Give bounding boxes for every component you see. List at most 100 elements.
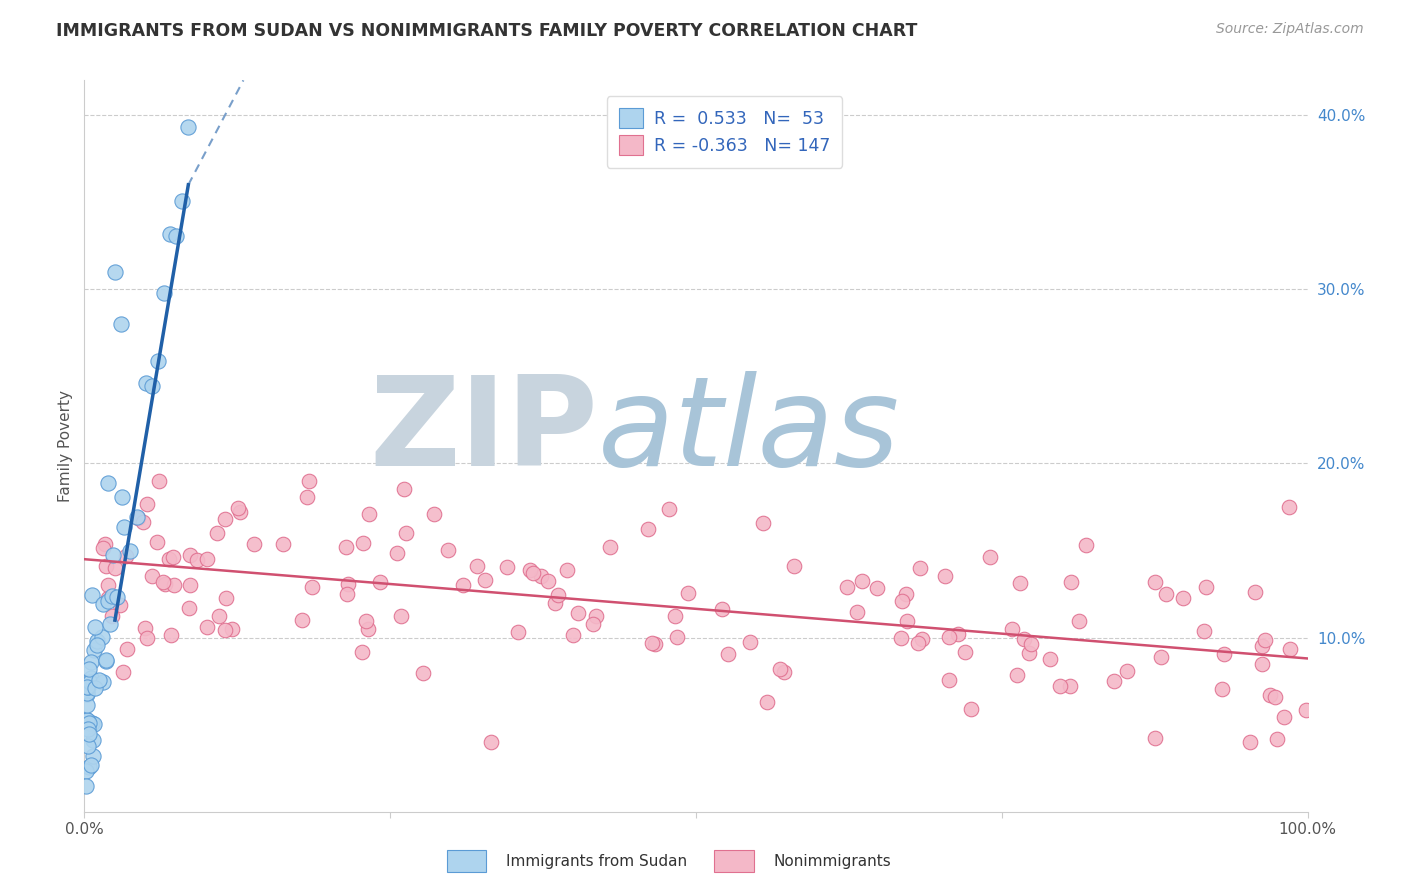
Point xyxy=(522,566,544,580)
Point xyxy=(127,510,149,524)
Point xyxy=(179,548,201,562)
Point xyxy=(1295,703,1317,717)
Point xyxy=(195,620,218,634)
Point xyxy=(301,580,323,594)
Point xyxy=(582,616,605,631)
Point xyxy=(165,228,187,243)
Point xyxy=(908,561,931,575)
Point xyxy=(105,590,128,604)
Point xyxy=(98,617,121,632)
Point xyxy=(83,717,105,731)
Point xyxy=(1279,641,1302,656)
Point xyxy=(125,509,148,524)
Point xyxy=(751,516,773,530)
Point xyxy=(474,574,496,588)
Point xyxy=(755,695,778,709)
Point xyxy=(959,701,981,715)
Point xyxy=(148,474,170,488)
Point xyxy=(665,630,688,644)
Point xyxy=(979,549,1001,564)
Point xyxy=(392,482,415,496)
Y-axis label: Family Poverty: Family Poverty xyxy=(58,390,73,502)
Point xyxy=(1264,690,1286,704)
Point xyxy=(1258,689,1281,703)
Point xyxy=(215,591,238,605)
Point xyxy=(1192,624,1215,638)
Point xyxy=(359,507,381,521)
Point xyxy=(1008,575,1031,590)
Point xyxy=(352,645,374,659)
Text: IMMIGRANTS FROM SUDAN VS NONIMMIGRANTS FAMILY POVERTY CORRELATION CHART: IMMIGRANTS FROM SUDAN VS NONIMMIGRANTS F… xyxy=(56,22,918,40)
Point xyxy=(845,605,868,619)
Point xyxy=(136,497,159,511)
Point xyxy=(77,739,100,753)
Point xyxy=(214,511,236,525)
Point xyxy=(77,727,100,741)
Point xyxy=(1195,580,1218,594)
Point xyxy=(567,607,589,621)
Text: ZIP: ZIP xyxy=(370,371,598,491)
Point xyxy=(271,537,294,551)
Point xyxy=(76,680,98,694)
Point xyxy=(479,735,502,749)
Point xyxy=(496,560,519,574)
Point xyxy=(451,578,474,592)
Point xyxy=(938,673,960,688)
Point xyxy=(1211,681,1233,696)
Point xyxy=(946,627,969,641)
Point xyxy=(1244,585,1267,599)
Point xyxy=(157,552,180,566)
Point xyxy=(76,698,98,712)
Point xyxy=(172,194,194,208)
Point xyxy=(297,491,319,505)
Text: Source: ZipAtlas.com: Source: ZipAtlas.com xyxy=(1216,22,1364,37)
Point xyxy=(506,625,529,640)
Point xyxy=(179,578,201,592)
Point xyxy=(76,686,98,700)
Point xyxy=(229,505,252,519)
Point xyxy=(851,574,873,588)
Point xyxy=(422,507,444,521)
Point xyxy=(76,688,98,702)
Point xyxy=(135,376,157,390)
Point xyxy=(1143,575,1166,590)
Point xyxy=(412,665,434,680)
Point xyxy=(1115,664,1137,678)
Point xyxy=(221,623,243,637)
Point xyxy=(110,598,132,612)
Point xyxy=(82,733,104,747)
Point xyxy=(115,642,138,657)
Point xyxy=(207,526,229,541)
Point xyxy=(644,637,666,651)
Point xyxy=(544,596,567,610)
Point xyxy=(1154,586,1177,600)
Point xyxy=(111,490,134,504)
Point xyxy=(226,500,249,515)
Point xyxy=(77,722,100,736)
Point xyxy=(97,594,120,608)
Point xyxy=(1212,648,1234,662)
Point xyxy=(658,501,681,516)
Point xyxy=(1250,639,1272,653)
Point xyxy=(717,647,740,661)
Point xyxy=(1171,591,1194,605)
Point xyxy=(890,631,912,645)
Point xyxy=(519,563,541,577)
Point xyxy=(585,608,607,623)
Point xyxy=(100,608,122,623)
Point xyxy=(118,544,141,558)
Point xyxy=(101,589,124,603)
Point xyxy=(357,622,380,636)
Point xyxy=(141,379,163,393)
Point xyxy=(555,563,578,577)
Point xyxy=(1039,651,1062,665)
Point xyxy=(186,552,208,566)
Point xyxy=(84,620,107,634)
Point xyxy=(1049,679,1071,693)
Point xyxy=(637,522,659,536)
Point xyxy=(783,558,806,573)
Point xyxy=(1278,500,1301,514)
Point xyxy=(76,714,98,728)
Point xyxy=(114,549,136,563)
Point xyxy=(96,577,118,591)
